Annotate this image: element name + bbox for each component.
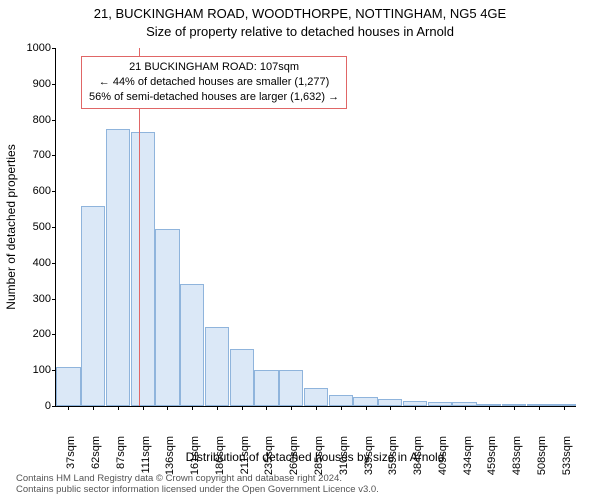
x-axis-label: Distribution of detached houses by size … [55, 450, 575, 464]
callout-line: 56% of semi-detached houses are larger (… [89, 90, 339, 105]
x-tick [465, 406, 466, 410]
callout-line: 21 BUCKINGHAM ROAD: 107sqm [89, 60, 339, 75]
x-tick [143, 406, 144, 410]
bar [329, 395, 353, 406]
y-tick [52, 227, 56, 228]
x-tick [68, 406, 69, 410]
x-tick [564, 406, 565, 410]
bar [205, 327, 229, 406]
x-tick [366, 406, 367, 410]
x-tick [415, 406, 416, 410]
y-tick [52, 191, 56, 192]
x-tick [440, 406, 441, 410]
x-tick [242, 406, 243, 410]
x-tick [118, 406, 119, 410]
y-tick [52, 48, 56, 49]
y-tick-label: 700 [11, 149, 51, 161]
y-tick [52, 155, 56, 156]
y-tick-label: 200 [11, 328, 51, 340]
x-tick [539, 406, 540, 410]
footer-attribution: Contains HM Land Registry data © Crown c… [16, 474, 584, 496]
x-tick [316, 406, 317, 410]
x-tick [514, 406, 515, 410]
y-tick-label: 500 [11, 221, 51, 233]
title-subtitle: Size of property relative to detached ho… [0, 24, 600, 39]
x-tick [217, 406, 218, 410]
bar [81, 206, 105, 406]
y-tick [52, 299, 56, 300]
x-tick [489, 406, 490, 410]
callout-line: ← 44% of detached houses are smaller (1,… [89, 75, 339, 90]
y-tick-label: 300 [11, 293, 51, 305]
y-tick-label: 400 [11, 257, 51, 269]
bar [131, 132, 155, 406]
y-tick [52, 263, 56, 264]
bar [353, 397, 377, 406]
x-tick [291, 406, 292, 410]
x-tick [167, 406, 168, 410]
x-tick [266, 406, 267, 410]
bar [279, 370, 303, 406]
callout-box: 21 BUCKINGHAM ROAD: 107sqm← 44% of detac… [81, 56, 347, 109]
y-tick-label: 1000 [11, 42, 51, 54]
y-tick [52, 120, 56, 121]
y-tick [52, 334, 56, 335]
y-tick-label: 600 [11, 185, 51, 197]
bar [304, 388, 328, 406]
title-address: 21, BUCKINGHAM ROAD, WOODTHORPE, NOTTING… [0, 6, 600, 21]
x-tick [93, 406, 94, 410]
bar [106, 129, 130, 406]
bar [180, 284, 204, 406]
x-tick [341, 406, 342, 410]
bar [378, 399, 402, 406]
bar [56, 367, 80, 406]
y-tick-label: 800 [11, 114, 51, 126]
x-tick [390, 406, 391, 410]
bar [155, 229, 179, 406]
y-tick-label: 900 [11, 78, 51, 90]
y-tick-label: 100 [11, 364, 51, 376]
y-tick [52, 406, 56, 407]
x-tick [192, 406, 193, 410]
y-tick-label: 0 [11, 400, 51, 412]
footer-line2: Contains public sector information licen… [16, 485, 584, 496]
chart-plot-area: 37sqm62sqm87sqm111sqm136sqm161sqm186sqm2… [55, 48, 576, 407]
bar [230, 349, 254, 406]
bar [254, 370, 278, 406]
y-tick [52, 84, 56, 85]
